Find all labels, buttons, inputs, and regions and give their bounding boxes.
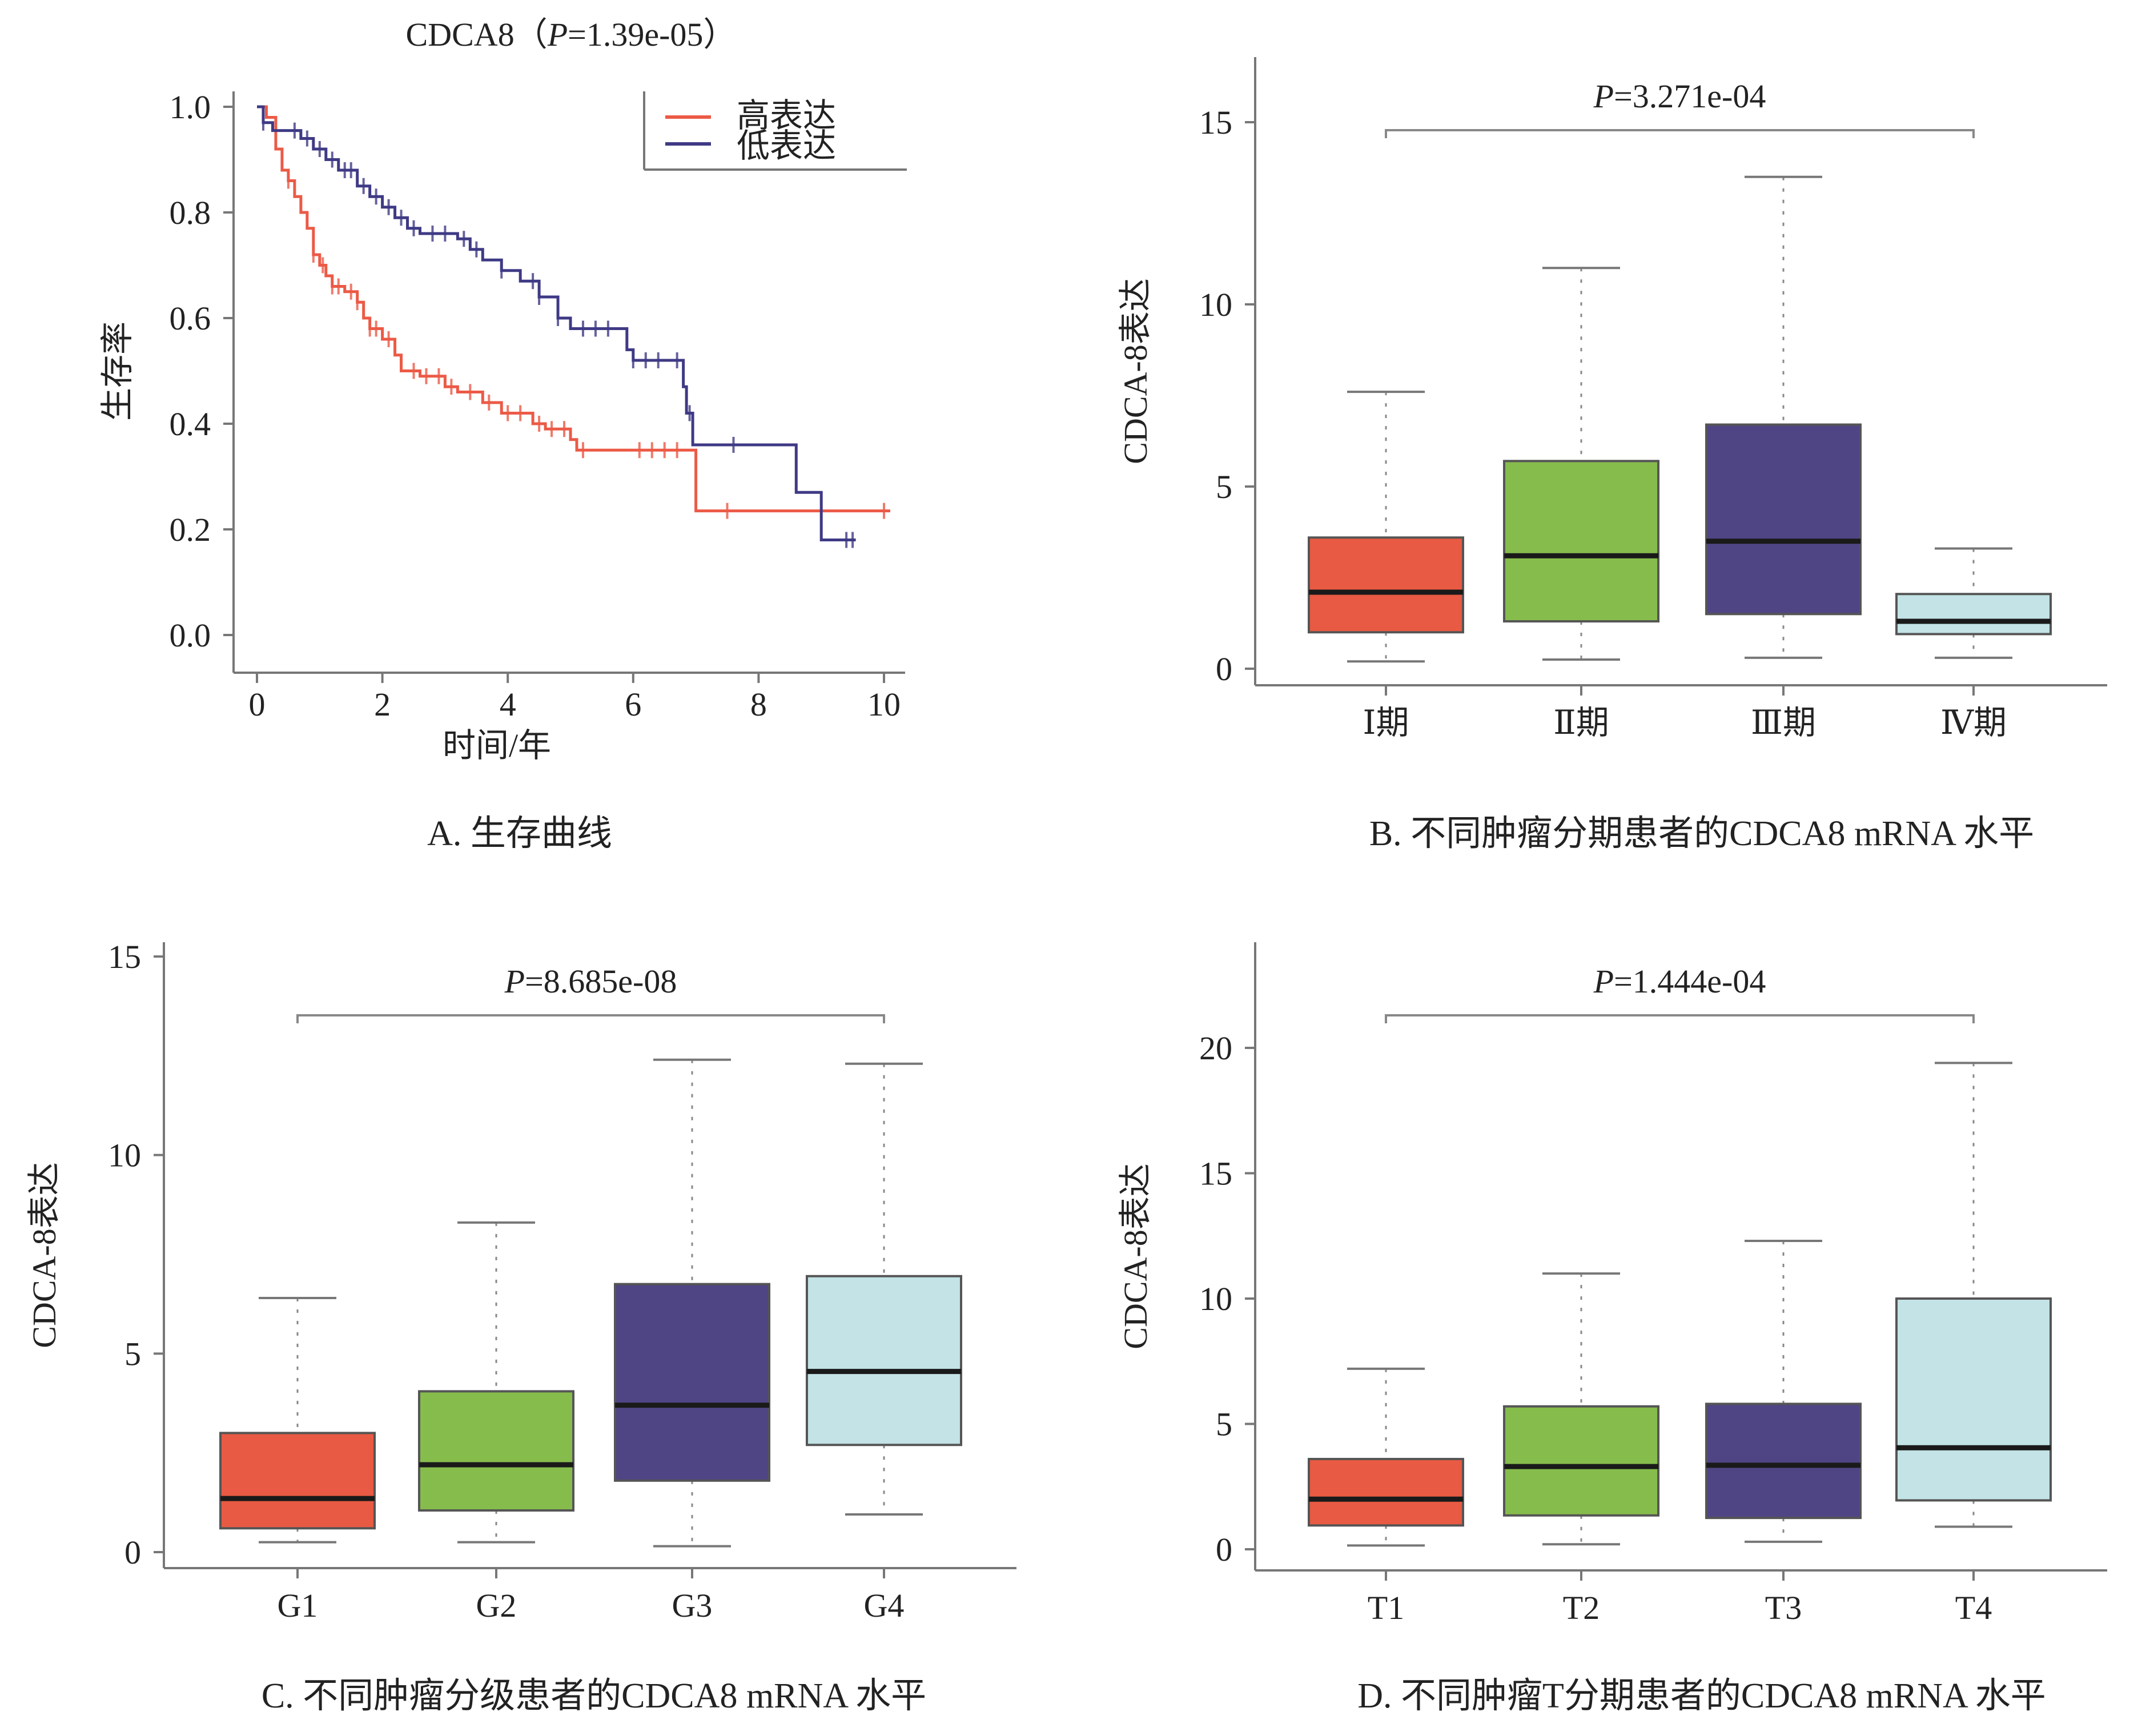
legend-label-low: 低表达	[737, 127, 836, 164]
panel-d-ylabel: CDCA-8表达	[1117, 1163, 1154, 1349]
panel-c-caption: C. 不同肿瘤分级患者的CDCA8 mRNA 水平	[262, 1677, 926, 1715]
km-curve-high	[257, 105, 890, 513]
panel-b-xtick-label: Ⅰ期	[1363, 704, 1409, 741]
panel-d-box	[1308, 1457, 1464, 1527]
panel-b-xtick-label: Ⅳ期	[1940, 704, 2007, 741]
km-curve-low	[257, 105, 856, 541]
panel-b-ytick-label: 15	[1199, 104, 1232, 141]
panel-c-significance-bracket	[296, 1014, 885, 1023]
panel-d-xtick-label: T3	[1765, 1589, 1802, 1626]
panel-c-box	[806, 1275, 962, 1446]
panel-d-box	[1705, 1403, 1862, 1520]
panel-a-ytick-label: 0.4	[170, 405, 211, 443]
panel-c-p-number: =8.685e-08	[525, 963, 677, 1000]
legend-label-high: 高表达	[737, 97, 836, 134]
panel-c-p-label: P	[504, 963, 525, 1000]
panel-a-ytick-label: 0.6	[170, 300, 211, 337]
panel-d-xtick-label: T4	[1955, 1589, 1992, 1626]
panel-b-ytick-label: 10	[1199, 286, 1232, 323]
panel-d-significance-bracket	[1385, 1014, 1975, 1023]
panel-b-box	[1705, 423, 1862, 616]
panel-d-p-number: =1.444e-04	[1614, 963, 1766, 1000]
panel-b-p-label: P	[1593, 78, 1614, 115]
panel-b-box	[1308, 536, 1464, 634]
panel-c-ytick-label: 0	[124, 1534, 141, 1571]
panel-d-ytick-label: 20	[1199, 1030, 1232, 1067]
panel-b-box	[1895, 593, 2052, 636]
panel-c-box	[418, 1390, 574, 1512]
panel-c-boxplot: 0 5 10 15 G1 G2 G3 G4 P=8.685e-08 CDCA-8表达 C. 不同肿瘤…	[26, 938, 1016, 1715]
panel-d-caption: D. 不同肿瘤T分期患者的CDCA8 mRNA 水平	[1357, 1677, 2046, 1715]
panel-b-p-number: =3.271e-04	[1614, 78, 1766, 115]
panel-d-p-value: P=1.444e-04	[1593, 963, 1766, 1000]
panel-b-xtick-label: Ⅲ期	[1751, 704, 1816, 741]
panel-a-xtick-label: 0	[249, 686, 266, 723]
panel-a-ytick-label: 0.2	[170, 511, 211, 548]
panel-c-xtick-label: G3	[672, 1587, 713, 1624]
panel-b-caption: B. 不同肿瘤分期患者的CDCA8 mRNA 水平	[1369, 814, 2034, 853]
panel-b-ylabel: CDCA-8表达	[1117, 278, 1154, 464]
panel-c-ylabel: CDCA-8表达	[26, 1162, 63, 1348]
panel-a-title: CDCA8（P=1.39e-05）	[406, 16, 737, 53]
panel-a-survival-curve: CDCA8（P=1.39e-05） 0.0 0.2 0.4 0.6 0.8 1.0 0 2 4 6…	[99, 16, 907, 853]
panel-a-caption: A. 生存曲线	[427, 814, 612, 853]
panel-a-ytick-label: 0.8	[170, 194, 211, 231]
panel-c-xtick-label: G2	[476, 1587, 517, 1624]
panel-a-xlabel: 时间/年	[443, 727, 551, 764]
panel-d-p-label: P	[1593, 963, 1614, 1000]
panel-d-ytick-label: 10	[1199, 1280, 1232, 1317]
panel-b-significance-bracket	[1385, 129, 1975, 138]
panel-b-box	[1503, 460, 1659, 623]
panel-c-box	[219, 1432, 376, 1530]
panel-c-xtick-label: G4	[864, 1587, 905, 1624]
panel-d-ytick-label: 15	[1199, 1155, 1232, 1192]
panel-a-ylabel: 生存率	[99, 322, 136, 421]
panel-a-xtick-label: 6	[625, 686, 641, 723]
panel-c-xtick-label: G1	[278, 1587, 318, 1624]
panel-a-curves	[257, 105, 890, 548]
panel-d-xtick-label: T1	[1368, 1589, 1404, 1626]
panel-c-ytick-label: 15	[108, 938, 141, 975]
panel-c-ytick-label: 10	[108, 1137, 141, 1174]
panel-a-legend: 高表达 低表达	[643, 91, 907, 171]
panel-b-ytick-label: 5	[1216, 468, 1232, 505]
panel-a-xtick-label: 8	[750, 686, 767, 723]
panel-a-xtick-label: 2	[374, 686, 391, 723]
panel-a-ytick-label: 0.0	[170, 617, 211, 654]
panel-b-p-value: P=3.271e-04	[1593, 78, 1766, 115]
panel-d-ytick-label: 0	[1216, 1531, 1232, 1568]
panel-c-box	[614, 1283, 770, 1482]
panel-a-axes: 0.0 0.2 0.4 0.6 0.8 1.0 0 2 4 6 8 10	[170, 89, 905, 723]
panel-d-ytick-label: 5	[1216, 1406, 1232, 1443]
panel-d-boxplot: 0 5 10 15 20 T1 T2 T3 T4 P=1.444e-04 CDCA-8表达 D. 不同…	[1117, 942, 2107, 1715]
panel-c-ytick-label: 5	[124, 1335, 141, 1372]
panel-d-box	[1503, 1405, 1659, 1517]
panel-a-ytick-label: 1.0	[170, 89, 211, 126]
panel-c-p-value: P=8.685e-08	[504, 963, 677, 1000]
panel-d-xtick-label: T2	[1563, 1589, 1600, 1626]
panel-b-boxplot: 0 5 10 15 Ⅰ期 Ⅱ期 Ⅲ期 Ⅳ期 P=3.271e-04 CDCA-8表达 B. 不同肿瘤…	[1117, 57, 2107, 853]
panel-b-xtick-label: Ⅱ期	[1553, 704, 1609, 741]
panel-b-ytick-label: 0	[1216, 650, 1232, 688]
panel-a-xtick-label: 4	[500, 686, 516, 723]
panel-a-xtick-label: 10	[867, 686, 901, 723]
panel-d-box	[1895, 1297, 2052, 1502]
